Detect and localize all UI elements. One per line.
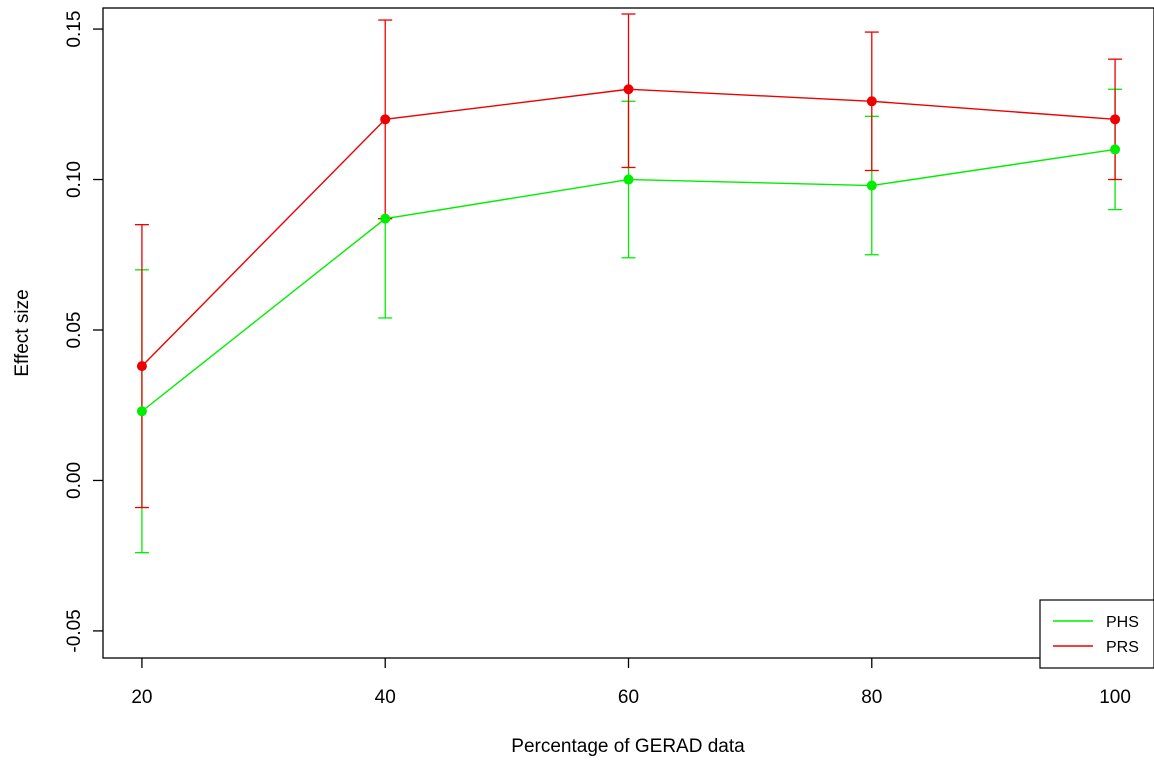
x-axis: 20 40 60 80 100 [131, 658, 1131, 708]
data-point-phs [1110, 144, 1121, 155]
x-axis-title: Percentage of GERAD data [511, 736, 745, 757]
x-tick-label: 80 [861, 687, 882, 708]
series-layer [134, 13, 1123, 554]
data-point-prs [866, 96, 877, 107]
legend-label-prs: PRS [1106, 639, 1139, 656]
data-point-phs [136, 406, 147, 417]
x-tick-label: 20 [131, 687, 152, 708]
data-point-phs [623, 174, 634, 185]
y-axis: -0.05 0.00 0.05 0.10 0.15 [64, 11, 103, 653]
data-point-prs [623, 84, 634, 95]
y-tick-label: -0.05 [64, 609, 85, 652]
x-tick-label: 40 [375, 687, 396, 708]
data-point-prs [1110, 114, 1121, 125]
x-tick-label: 100 [1099, 687, 1131, 708]
y-tick-label: 0.10 [64, 161, 85, 198]
y-tick-label: 0.05 [64, 311, 85, 348]
data-point-prs [136, 361, 147, 372]
data-point-phs [380, 213, 391, 224]
legend-label-phs: PHS [1106, 614, 1139, 631]
y-tick-label: 0.00 [64, 462, 85, 499]
legend-box [1039, 599, 1154, 669]
y-axis-title: Effect size [12, 289, 33, 376]
data-point-phs [866, 180, 877, 191]
legend: PHS PRS [1039, 599, 1154, 669]
data-point-prs [380, 114, 391, 125]
x-tick-label: 60 [618, 687, 639, 708]
y-tick-label: 0.15 [64, 11, 85, 48]
